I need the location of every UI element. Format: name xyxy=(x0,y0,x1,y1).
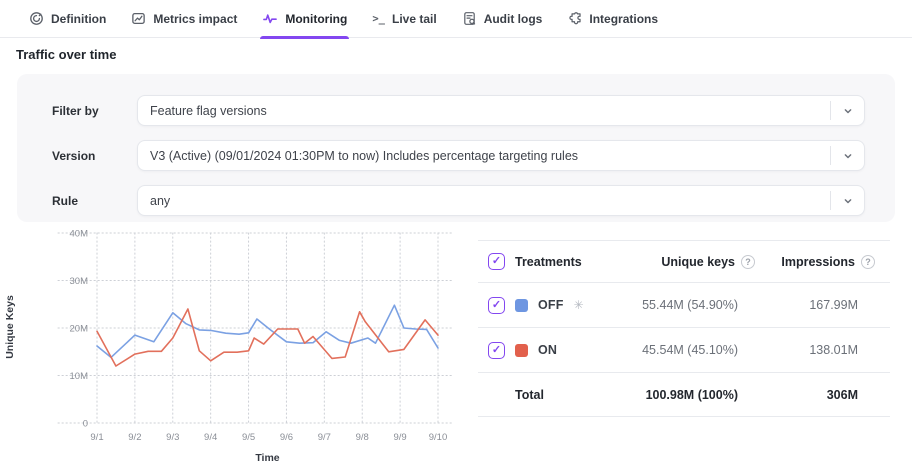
metrics-impact-icon xyxy=(131,11,146,26)
filter-by-select[interactable]: Feature flag versions xyxy=(137,95,865,126)
off-row-checkbox[interactable] xyxy=(488,296,505,314)
total-label: Total xyxy=(515,387,544,402)
svg-text:10M: 10M xyxy=(70,371,89,382)
tab-label: Audit logs xyxy=(483,11,543,26)
unique-keys-value: 55.44M (54.90%) xyxy=(642,298,738,312)
tab-label: Metrics impact xyxy=(153,11,238,26)
svg-text:40M: 40M xyxy=(70,229,89,240)
svg-text:0: 0 xyxy=(83,419,88,430)
table-header-row: Treatments Unique keys ? Impressions ? xyxy=(478,241,890,283)
select-divider xyxy=(830,101,831,120)
select-all-checkbox[interactable] xyxy=(488,253,505,270)
svg-text:9/4: 9/4 xyxy=(204,432,217,443)
table-row: ON 45.54M (45.10%) 138.01M xyxy=(478,328,890,373)
select-divider xyxy=(830,146,831,165)
off-color-swatch xyxy=(515,298,528,312)
svg-text:9/2: 9/2 xyxy=(128,432,141,443)
treatments-table: Treatments Unique keys ? Impressions ? O… xyxy=(478,240,890,417)
traffic-line-chart: 40M 30M 20M 10M 09/1 9/2 9/3 9/4 9/5 9/6 9/7 9/8 9/9… xyxy=(57,229,453,464)
table-total-row: Total 100.98M (100%) 306M xyxy=(478,373,890,417)
filter-row: Rule any xyxy=(35,185,865,216)
definition-icon xyxy=(29,11,44,26)
on-color-swatch xyxy=(515,343,528,357)
tab-label: Integrations xyxy=(589,11,659,26)
integrations-icon xyxy=(567,11,582,26)
svg-text:9/6: 9/6 xyxy=(280,432,293,443)
version-value: V3 (Active) (09/01/2024 01:30PM to now) … xyxy=(150,148,579,163)
select-divider xyxy=(830,191,831,210)
tab-metrics-impact[interactable]: Metrics impact xyxy=(131,0,237,38)
live-tail-icon xyxy=(372,13,385,25)
filter-panel: Filter by Feature flag versions Version … xyxy=(17,74,895,222)
treatments-header: Treatments xyxy=(515,254,582,269)
svg-text:30M: 30M xyxy=(70,276,89,287)
tab-monitoring[interactable]: Monitoring xyxy=(260,0,350,39)
filter-by-label: Filter by xyxy=(52,103,99,118)
unique-keys-value: 45.54M (45.10%) xyxy=(642,343,738,357)
table-row: OFF 55.44M (54.90%) 167.99M xyxy=(478,283,890,328)
treatment-name: OFF xyxy=(538,298,564,312)
default-treatment-icon xyxy=(574,298,584,312)
svg-text:9/1: 9/1 xyxy=(90,432,103,443)
tab-label: Live tail xyxy=(392,11,437,26)
tab-label: Definition xyxy=(51,11,107,26)
chevron-down-icon[interactable] xyxy=(831,105,864,117)
svg-text:9/9: 9/9 xyxy=(394,432,407,443)
impressions-value: 138.01M xyxy=(809,343,858,357)
tab-label: Monitoring xyxy=(285,11,348,26)
tab-integrations[interactable]: Integrations xyxy=(567,0,658,38)
svg-text:Time: Time xyxy=(255,452,279,464)
unique-keys-header: Unique keys xyxy=(661,254,735,269)
chevron-down-icon[interactable] xyxy=(831,150,864,162)
help-icon[interactable]: ? xyxy=(861,254,875,269)
version-label: Version xyxy=(52,148,96,163)
tab-live-tail[interactable]: Live tail xyxy=(372,0,437,38)
tab-definition[interactable]: Definition xyxy=(29,0,106,38)
svg-text:9/5: 9/5 xyxy=(242,432,255,443)
chevron-down-icon[interactable] xyxy=(831,195,864,207)
monitoring-icon xyxy=(262,11,278,26)
treatment-name: ON xyxy=(538,343,558,357)
svg-text:20M: 20M xyxy=(70,324,89,335)
rule-label: Rule xyxy=(52,193,79,208)
impressions-header: Impressions xyxy=(781,254,855,269)
total-impressions: 306M xyxy=(826,387,858,402)
on-row-checkbox[interactable] xyxy=(488,341,505,359)
rule-value: any xyxy=(150,193,171,208)
help-icon[interactable]: ? xyxy=(741,254,755,269)
version-select[interactable]: V3 (Active) (09/01/2024 01:30PM to now) … xyxy=(137,140,865,171)
filter-row: Version V3 (Active) (09/01/2024 01:30PM … xyxy=(35,140,865,171)
svg-text:9/8: 9/8 xyxy=(356,432,369,443)
total-unique-keys: 100.98M (100%) xyxy=(645,387,738,402)
page-title: Traffic over time xyxy=(16,47,117,62)
svg-text:9/10: 9/10 xyxy=(429,432,448,443)
audit-logs-icon xyxy=(462,11,477,26)
rule-select[interactable]: any xyxy=(137,185,865,216)
svg-text:9/7: 9/7 xyxy=(318,432,331,443)
tab-bar: Definition Metrics impact Monitoring Liv… xyxy=(0,0,912,39)
tab-audit-logs[interactable]: Audit logs xyxy=(462,0,543,38)
svg-text:9/3: 9/3 xyxy=(166,432,179,443)
filter-row: Filter by Feature flag versions xyxy=(35,95,865,126)
impressions-value: 167.99M xyxy=(809,298,858,312)
filter-by-value: Feature flag versions xyxy=(150,103,267,118)
